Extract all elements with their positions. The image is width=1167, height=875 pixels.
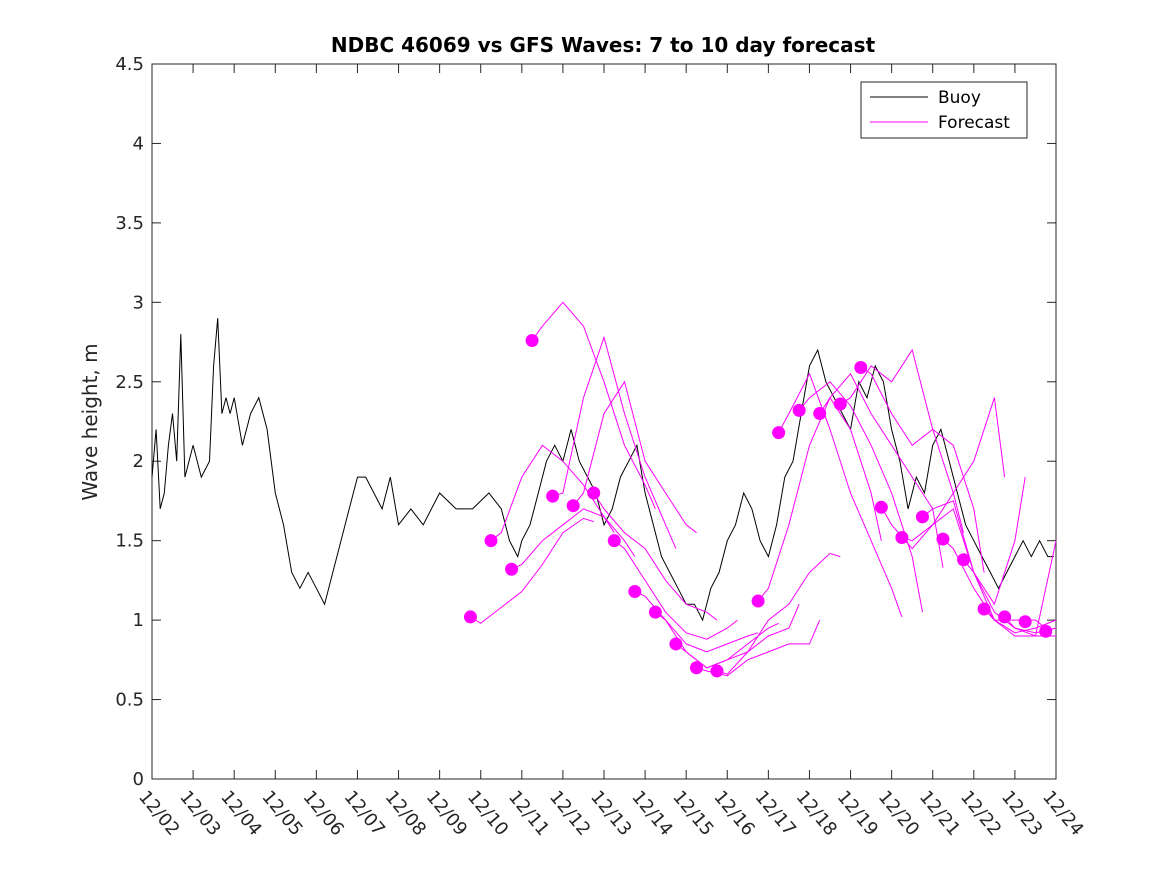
forecast-series-line-16	[798, 381, 923, 613]
x-tick-label: 12/04	[216, 787, 265, 840]
forecast-series-line-21	[901, 477, 1026, 606]
x-tick-label: 12/21	[915, 787, 964, 840]
forecast-start-marker	[772, 426, 786, 440]
forecast-series-line-19	[860, 367, 985, 573]
forecast-start-marker	[689, 661, 703, 675]
forecast-series-line-8	[613, 540, 738, 640]
y-tick-label: 2	[133, 451, 144, 472]
forecast-start-marker	[648, 605, 662, 619]
forecast-series-line-17	[819, 372, 944, 568]
forecast-start-marker	[505, 562, 519, 576]
plot-area: 0 0.5 1 1.5 2 2.5 3 3.5 4 4.5 12/0212/0312/0412/05…	[115, 54, 1087, 840]
y-tick-label: 4	[133, 133, 144, 154]
forecast-start-marker	[936, 532, 950, 546]
forecast-series-line-6	[572, 380, 697, 534]
y-tick-label: 3	[133, 292, 144, 313]
forecast-start-marker	[1018, 615, 1032, 629]
x-tick-label: 12/13	[586, 787, 635, 840]
forecast-start-marker	[977, 602, 991, 616]
y-tick-label: 0	[133, 769, 144, 790]
forecast-start-marker	[1039, 624, 1053, 638]
forecast-series-line-2	[490, 444, 615, 542]
y-tick-label: 4.5	[115, 54, 144, 75]
forecast-start-marker	[463, 610, 477, 624]
x-tick-label: 12/14	[627, 787, 676, 840]
forecast-start-marker	[484, 534, 498, 548]
y-tick-label: 3.5	[115, 213, 144, 234]
legend-box	[860, 81, 1028, 139]
forecast-start-marker	[874, 500, 888, 514]
forecast-series-line-5	[552, 335, 677, 549]
y-axis-label: Wave height, m	[78, 343, 102, 500]
legend-forecast-label: Forecast	[938, 113, 1010, 133]
x-tick-label: 12/12	[545, 787, 594, 840]
y-tick-label: 1.5	[115, 531, 144, 552]
forecast-series-line-14	[757, 396, 882, 602]
forecast-series-line-9	[634, 591, 759, 653]
forecast-start-marker	[751, 594, 765, 608]
x-tick-label: 12/24	[1038, 787, 1087, 840]
y-tick-label: 0.5	[115, 690, 144, 711]
forecast-start-marker	[792, 403, 806, 417]
y-tick-label: 2.5	[115, 372, 144, 393]
x-tick-label: 12/15	[668, 787, 717, 840]
forecast-start-marker	[998, 610, 1012, 624]
x-tick-label: 12/08	[381, 787, 430, 840]
forecast-series-line-22	[922, 500, 1047, 629]
forecast-series-line-13	[716, 552, 841, 675]
forecast-series-line-3	[511, 508, 636, 570]
axes-box	[151, 63, 1057, 780]
forecast-series-line-26	[1004, 540, 1057, 637]
x-tick-label: 12/07	[340, 787, 389, 840]
x-tick-label: 12/17	[751, 787, 800, 840]
x-tick-label: 12/09	[422, 787, 471, 840]
x-tick-label: 12/23	[997, 787, 1046, 840]
x-tick-label: 12/03	[175, 787, 224, 840]
forecast-start-marker	[525, 333, 539, 347]
forecast-start-marker	[915, 510, 929, 524]
legend-buoy-label: Buoy	[938, 88, 981, 108]
forecast-start-marker	[607, 534, 621, 548]
x-tick-label: 12/02	[134, 787, 183, 840]
x-tick-label: 12/06	[299, 787, 348, 840]
forecast-series-line-18	[840, 348, 964, 533]
forecast-start-marker	[546, 489, 560, 503]
buoy-series-line	[151, 318, 1054, 622]
forecast-series-line-7	[593, 492, 718, 621]
forecast-series-line-15	[778, 372, 903, 618]
forecast-series-line-20	[880, 397, 1006, 550]
x-tick-label: 12/05	[257, 787, 306, 840]
forecast-start-marker	[710, 664, 724, 678]
forecast-series-line-4	[531, 301, 656, 510]
legend: Buoy Forecast	[860, 81, 1028, 139]
x-tick-label: 12/11	[504, 787, 553, 840]
forecast-series-line-11	[675, 604, 800, 669]
x-tick-label: 12/19	[833, 787, 882, 840]
y-tick-label: 1	[133, 610, 144, 631]
chart-title: NDBC 46069 vs GFS Waves: 7 to 10 day for…	[331, 33, 876, 57]
forecast-start-marker	[587, 486, 601, 500]
forecast-start-marker	[957, 553, 971, 567]
x-tick-label: 12/10	[463, 787, 512, 840]
x-tick-label: 12/16	[709, 787, 758, 840]
forecast-start-marker	[895, 530, 909, 544]
forecast-start-marker	[566, 499, 580, 513]
x-tick-label: 12/18	[792, 787, 841, 840]
forecast-start-marker	[669, 637, 683, 651]
forecast-series-line-1	[470, 517, 594, 624]
forecast-start-marker	[833, 397, 847, 411]
forecast-start-marker	[854, 360, 868, 374]
forecast-series-line-12	[696, 619, 821, 677]
x-tick-label: 12/20	[874, 787, 923, 840]
forecast-start-marker	[813, 407, 827, 421]
forecast-start-marker	[628, 585, 642, 599]
x-tick-label: 12/22	[956, 787, 1005, 840]
